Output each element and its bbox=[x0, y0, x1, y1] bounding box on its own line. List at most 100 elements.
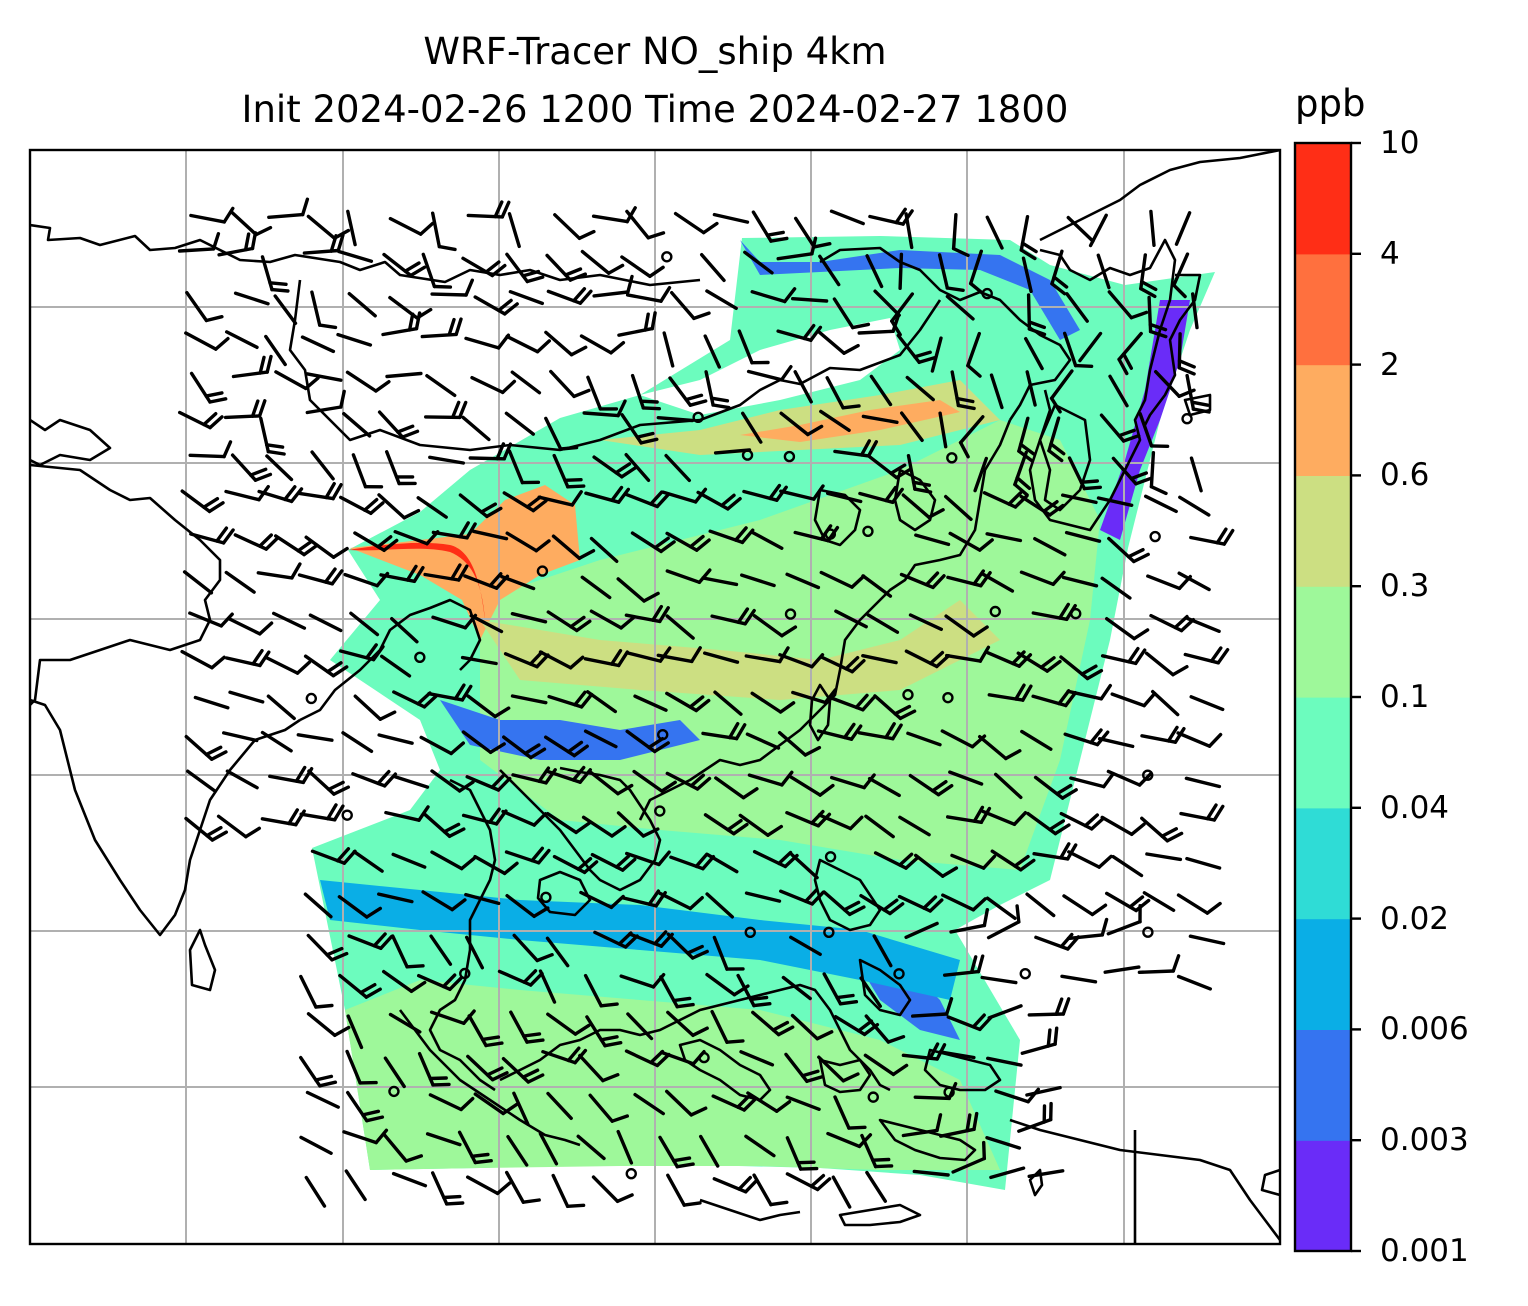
wind-barb bbox=[1142, 891, 1176, 912]
wind-barb bbox=[745, 732, 781, 750]
wind-barb bbox=[265, 454, 294, 482]
wind-barb bbox=[791, 688, 837, 705]
wind-barb bbox=[746, 365, 793, 382]
wind-barb bbox=[946, 805, 992, 824]
wind-barb bbox=[469, 614, 504, 634]
wind-barb bbox=[547, 690, 594, 709]
wind-barb bbox=[625, 729, 670, 754]
wind-barb bbox=[1189, 456, 1203, 493]
wind-barb bbox=[425, 1132, 462, 1147]
wind-barb bbox=[581, 815, 627, 838]
wind-barb bbox=[911, 997, 954, 1018]
wind-barb bbox=[349, 611, 380, 637]
wind-barb bbox=[785, 1172, 832, 1192]
wind-barb bbox=[743, 250, 774, 275]
wind-barb bbox=[1066, 917, 1109, 941]
wind-barb bbox=[225, 769, 259, 790]
wind-barb bbox=[981, 572, 1015, 593]
wind-barb bbox=[1103, 965, 1141, 974]
wind-barb bbox=[873, 851, 920, 870]
wind-barb bbox=[1021, 256, 1033, 294]
wind-barb bbox=[665, 771, 712, 791]
wind-barb bbox=[703, 813, 749, 836]
wind-barb bbox=[658, 891, 704, 911]
wind-barb bbox=[1100, 576, 1132, 600]
wind-barb bbox=[346, 1090, 385, 1123]
wind-barb bbox=[391, 852, 427, 869]
calm-wind-marker bbox=[981, 287, 993, 300]
wind-barb bbox=[861, 414, 899, 424]
wind-barb bbox=[945, 645, 991, 663]
wind-barb bbox=[816, 722, 863, 741]
colorbar-tick-label: 0.003 bbox=[1380, 1122, 1469, 1159]
wind-barb bbox=[266, 694, 296, 721]
wind-barb bbox=[914, 853, 959, 878]
figure-title-line2: Init 2024-02-26 1200 Time 2024-02-27 180… bbox=[241, 88, 1069, 131]
wind-barb bbox=[1088, 213, 1108, 248]
wind-barb bbox=[867, 776, 901, 798]
wind-barb bbox=[633, 1092, 665, 1116]
wind-barb bbox=[830, 773, 876, 790]
wind-barb bbox=[1138, 412, 1170, 448]
wind-barb bbox=[352, 850, 384, 873]
wind-barb bbox=[338, 973, 382, 999]
wind-barb bbox=[826, 491, 863, 504]
wind-barb bbox=[423, 563, 469, 582]
wind-barb bbox=[590, 853, 637, 872]
wind-barb bbox=[300, 335, 336, 354]
wind-barb bbox=[873, 289, 901, 317]
wind-barb bbox=[382, 969, 427, 993]
wind-barb bbox=[777, 731, 822, 757]
calm-wind-marker bbox=[657, 728, 669, 741]
wind-barb bbox=[656, 416, 694, 423]
wind-barb bbox=[381, 311, 422, 337]
wind-barb bbox=[987, 1004, 1023, 1020]
wind-barb bbox=[502, 491, 548, 513]
colorbar-segment bbox=[1295, 918, 1351, 1030]
wind-barb bbox=[951, 1140, 986, 1174]
wind-barb bbox=[506, 1134, 529, 1167]
wind-barb bbox=[906, 731, 942, 747]
calm-wind-marker bbox=[744, 926, 756, 939]
wind-barb bbox=[544, 735, 589, 758]
wind-barb bbox=[1065, 292, 1089, 323]
wind-barb bbox=[545, 253, 587, 282]
wind-barb bbox=[825, 376, 861, 410]
wind-barb bbox=[712, 212, 750, 224]
wind-barb bbox=[306, 933, 349, 962]
wind-barb bbox=[310, 847, 357, 865]
wind-barb bbox=[1025, 370, 1037, 407]
wind-barb bbox=[938, 1050, 976, 1060]
wind-barb bbox=[1027, 1169, 1065, 1179]
wind-barb bbox=[666, 1173, 702, 1207]
wind-barb bbox=[750, 691, 796, 714]
wind-barb bbox=[1050, 249, 1069, 296]
wind-barb bbox=[930, 336, 943, 373]
wind-barb bbox=[985, 896, 1017, 920]
wind-barb bbox=[906, 454, 933, 494]
wind-barb bbox=[552, 453, 586, 489]
colorbar bbox=[1293, 141, 1361, 1253]
wind-barb bbox=[585, 1015, 623, 1048]
wind-barb bbox=[713, 690, 743, 716]
wind-barb bbox=[502, 735, 547, 760]
wind-barb bbox=[1019, 570, 1066, 586]
wind-barb bbox=[833, 1095, 867, 1130]
wind-barb bbox=[1100, 646, 1147, 666]
wind-barb bbox=[538, 969, 557, 1004]
wind-barb bbox=[390, 617, 419, 644]
calm-wind-marker bbox=[459, 967, 471, 980]
wind-barb bbox=[901, 1113, 943, 1138]
wind-barb bbox=[458, 493, 503, 519]
wind-barb bbox=[265, 656, 312, 675]
wind-barb bbox=[794, 216, 832, 249]
wind-barb bbox=[579, 890, 625, 910]
wind-barb bbox=[945, 294, 975, 321]
wind-barb bbox=[501, 809, 548, 827]
wind-barb bbox=[1140, 725, 1186, 744]
wind-barb bbox=[185, 291, 224, 323]
wind-barb bbox=[1023, 337, 1044, 371]
calm-wind-marker bbox=[625, 1167, 637, 1180]
wind-barb bbox=[857, 722, 903, 741]
wind-barb bbox=[785, 1136, 819, 1171]
